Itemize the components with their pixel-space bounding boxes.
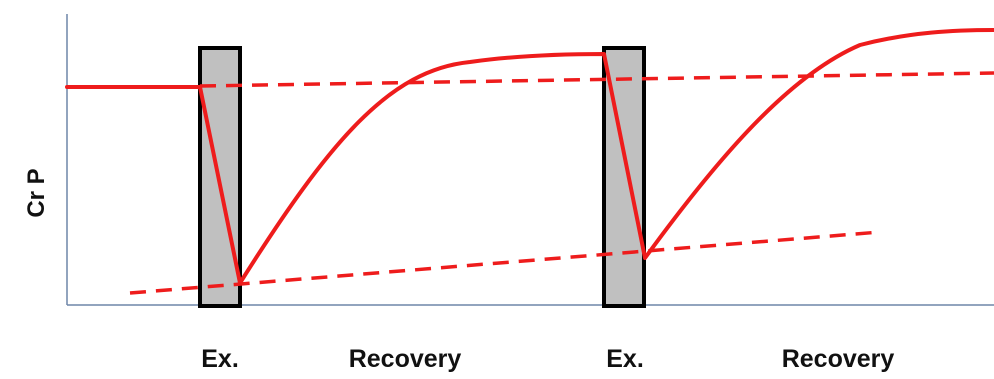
y-axis-label: Cr P	[23, 168, 50, 217]
phase-label-exercise-1: Ex.	[201, 345, 239, 373]
phase-label-exercise-2: Ex.	[606, 345, 644, 373]
baseline-upper-dashed	[199, 71, 994, 88]
phase-label-recovery-1: Recovery	[349, 345, 462, 373]
crp-curve	[65, 28, 994, 285]
phase-label-recovery-2: Recovery	[782, 345, 895, 373]
trough-lower-dashed	[129, 230, 881, 295]
